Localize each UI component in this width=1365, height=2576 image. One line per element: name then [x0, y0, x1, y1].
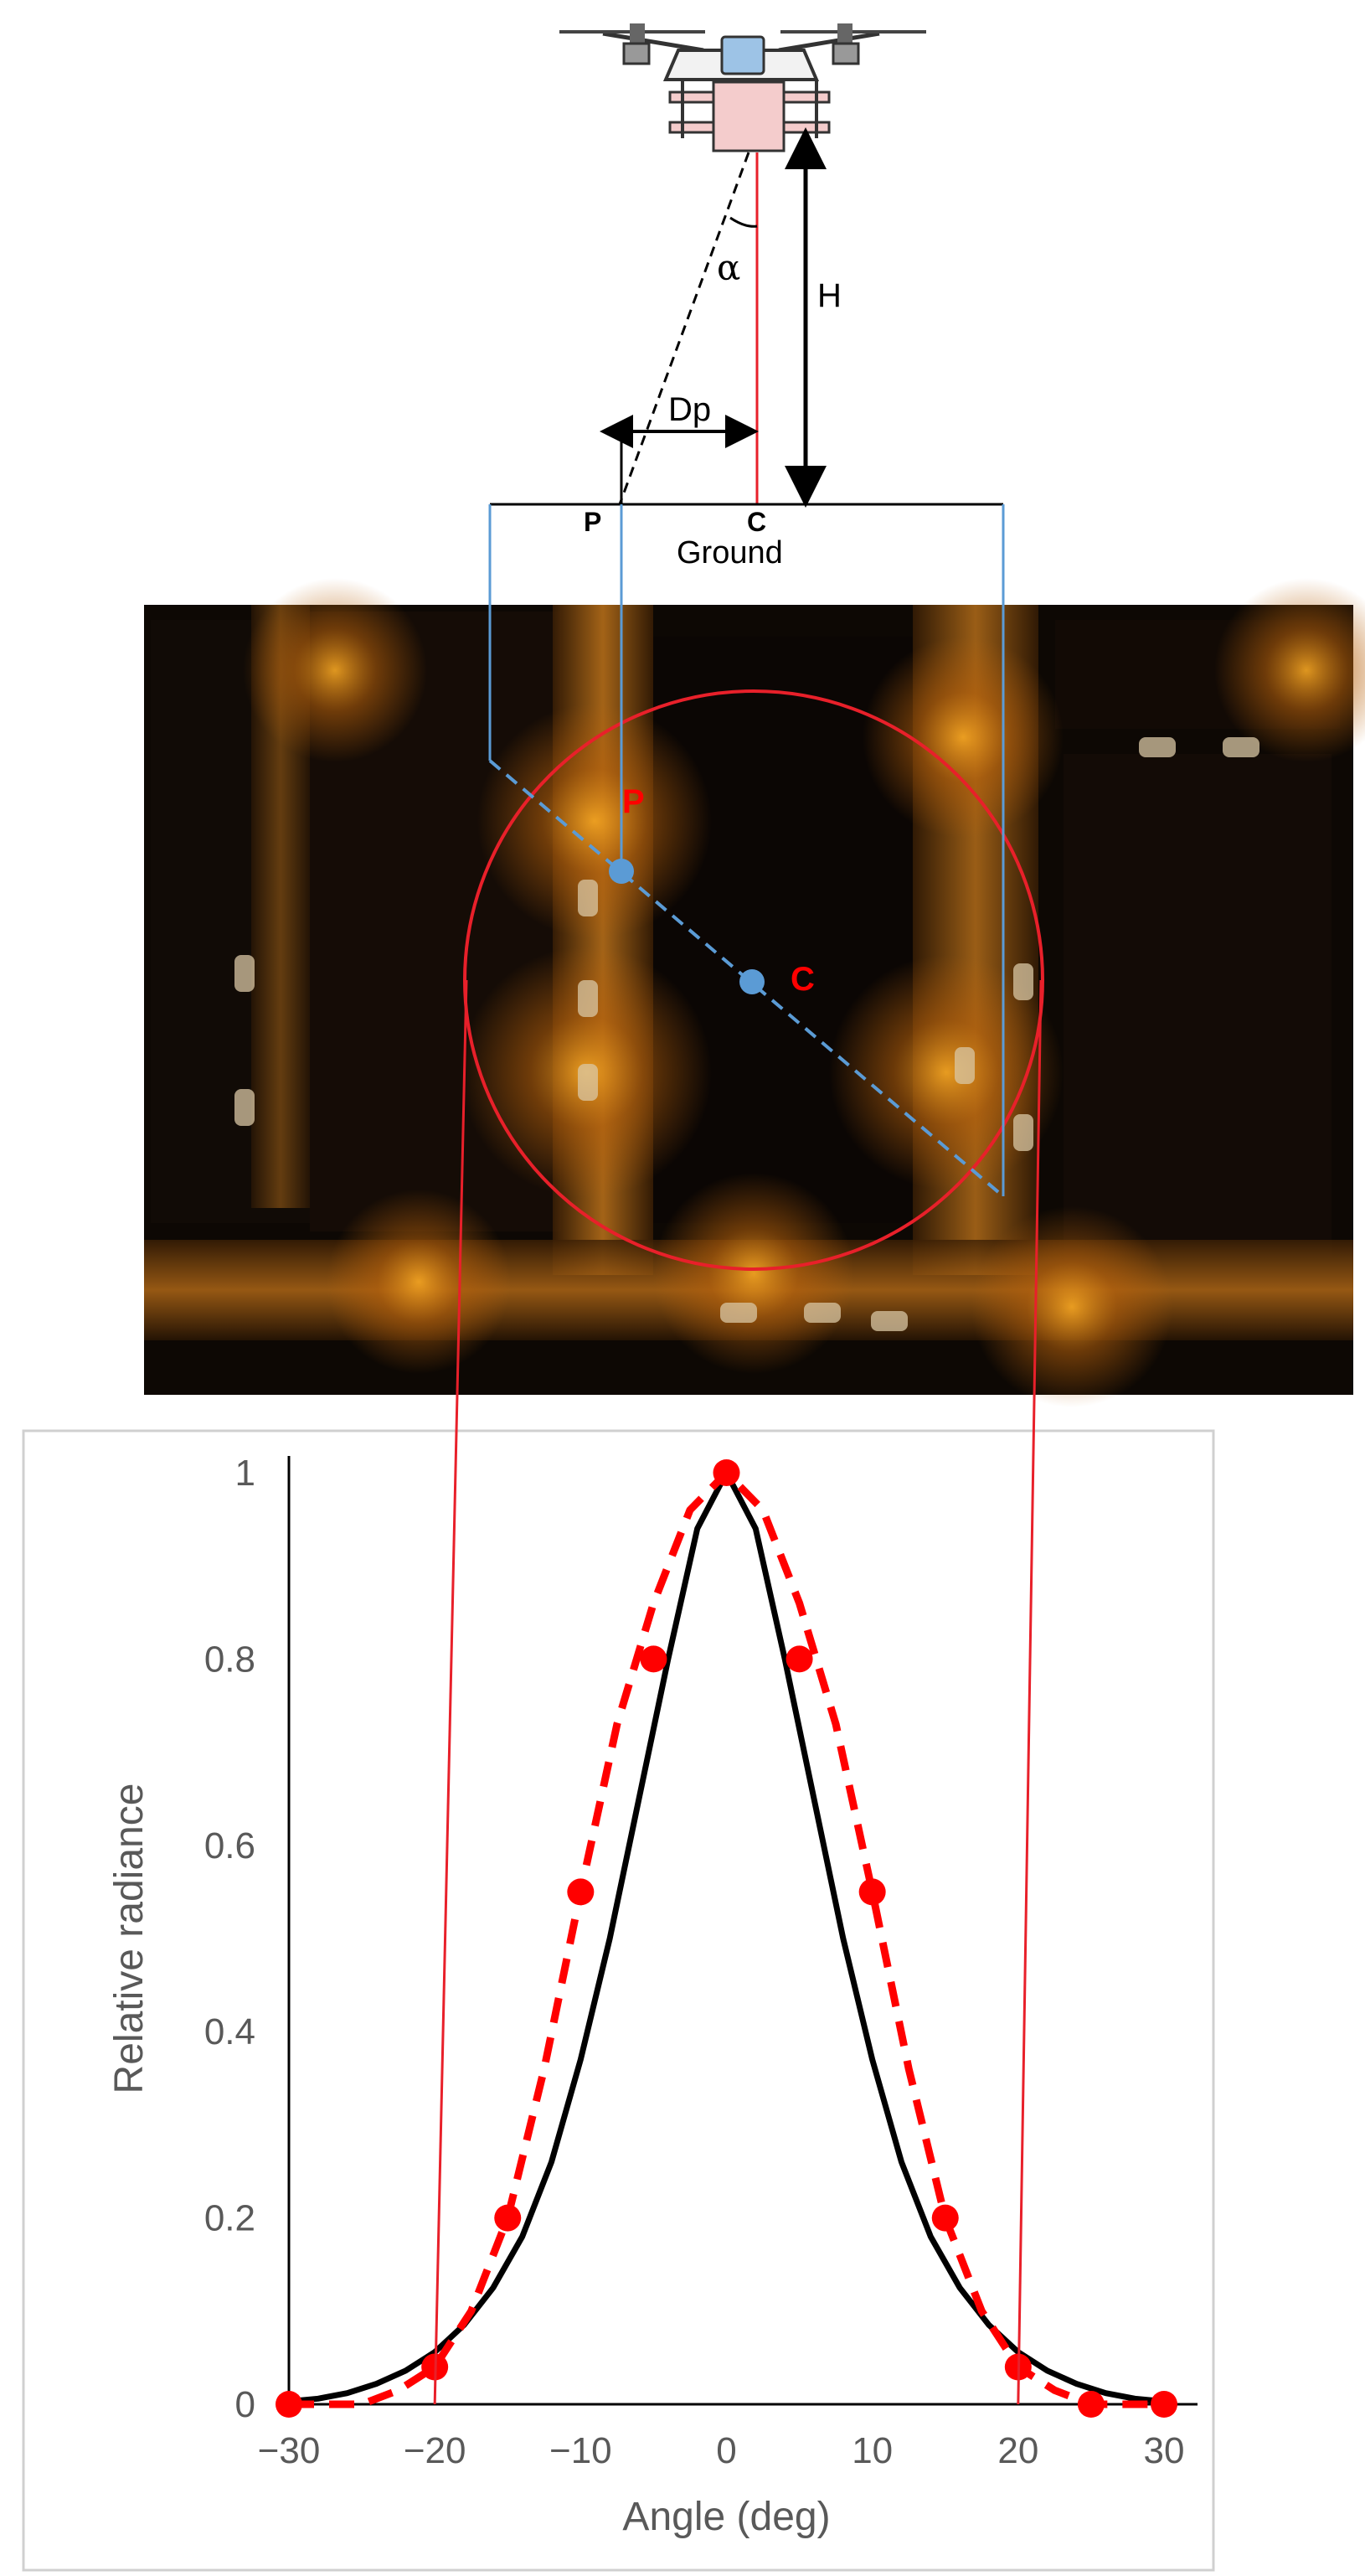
aerial-photo: P C: [144, 578, 1365, 1407]
view-ray-dashed: [618, 152, 750, 505]
x-tick-label: 0: [716, 2430, 736, 2471]
measured-point: [1077, 2391, 1105, 2418]
photo-p-label: P: [622, 783, 645, 820]
point-c-label: C: [747, 507, 766, 537]
distance-label: Dp: [668, 391, 711, 428]
measured-point: [567, 1878, 595, 1906]
y-tick-label: 0: [235, 2384, 255, 2425]
y-tick-label: 0.2: [204, 2198, 255, 2239]
height-label: H: [817, 277, 842, 314]
x-tick-label: −30: [258, 2430, 321, 2471]
measured-point: [858, 1878, 886, 1906]
measured-point: [276, 2391, 302, 2418]
y-tick-label: 0.4: [204, 2011, 255, 2052]
x-tick-label: −10: [549, 2430, 612, 2471]
y-tick-label: 0.8: [204, 1639, 255, 1680]
drone-icon: [559, 23, 926, 152]
x-tick-label: 10: [852, 2430, 893, 2471]
x-tick-label: 20: [997, 2430, 1038, 2471]
ground-label: Ground: [677, 535, 783, 570]
y-axis-title: Relative radiance: [107, 1784, 152, 2094]
y-tick-label: 1: [235, 1453, 255, 1494]
radiance-chart: −30 −20 −10 0 10 20 30 0 0.2 0.4 0.6 0.8 1 Angle (deg…: [22, 1429, 1215, 2572]
x-tick-label: 30: [1144, 2430, 1185, 2471]
measured-point: [640, 1645, 667, 1673]
photo-c-label: C: [791, 961, 815, 998]
measured-point: [931, 2204, 959, 2232]
footprint-link-lines: [433, 979, 1043, 2405]
measured-point: [713, 1459, 740, 1486]
drone-diagram: α H Dp P C Ground: [490, 23, 1003, 570]
alpha-label: α: [717, 247, 740, 288]
y-tick-label: 0.6: [204, 1825, 255, 1866]
measured-point: [494, 2204, 522, 2232]
footprint-circle: [463, 689, 1044, 1271]
alpha-arc: [729, 216, 758, 228]
measured-point: [786, 1645, 813, 1673]
x-axis-title: Angle (deg): [622, 2495, 830, 2539]
chart-frame: [22, 1429, 1215, 2572]
point-p-label: P: [584, 507, 601, 537]
x-tick-label: −20: [404, 2430, 466, 2471]
point-c-marker: [739, 969, 765, 994]
projection-lines: [488, 504, 1005, 1196]
measured-point: [1151, 2391, 1177, 2418]
